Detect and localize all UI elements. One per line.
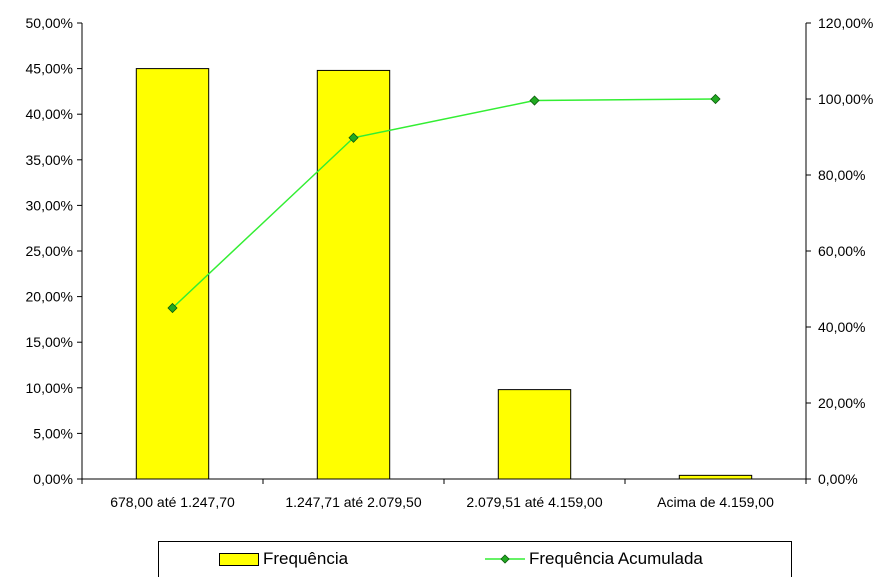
bar-frequencia [497, 389, 572, 480]
point-frequencia-acumulada [710, 93, 721, 105]
x-tick-label: 1.247,71 até 2.079,50 [285, 494, 421, 510]
x-tick-label: 2.079,51 até 4.159,00 [466, 494, 602, 510]
point-frequencia-acumulada [348, 132, 359, 143]
bars-layer [135, 68, 753, 480]
y-left-tick-label: 45,00% [26, 61, 73, 77]
legend-label-frequencia-acumulada: Frequência Acumulada [529, 549, 703, 568]
y-right-tick-label: 120,00% [818, 15, 873, 31]
y-left-tick-label: 25,00% [26, 243, 73, 259]
y-right-tick-label: 60,00% [818, 243, 865, 259]
bar-frequencia [316, 69, 391, 480]
x-tick-label: 678,00 até 1.247,70 [110, 494, 235, 510]
y-right-tick-label: 100,00% [818, 91, 873, 107]
y-left-tick-label: 0,00% [33, 471, 73, 487]
y-left-tick-label: 5,00% [33, 425, 73, 441]
line-layer [167, 93, 721, 314]
y-left-tick-label: 50,00% [26, 15, 73, 31]
y-left-tick-label: 30,00% [26, 197, 73, 213]
y-right-tick-label: 0,00% [818, 471, 858, 487]
bar-frequencia [678, 474, 753, 480]
pareto-chart: 0,00% 5,00% 10,00% 15,00% 20,00% 25,00% 30,00%… [26, 15, 874, 510]
y-left-tick-label: 10,00% [26, 380, 73, 396]
legend-item-frequencia: Frequência [219, 549, 348, 569]
legend-line-swatch [485, 554, 525, 564]
y-left-tick-label: 35,00% [26, 152, 73, 168]
point-frequencia-acumulada [167, 302, 178, 314]
y-right-tick-label: 20,00% [818, 395, 865, 411]
line-frequencia-acumulada [171, 98, 716, 309]
y-left-tick-label: 15,00% [26, 334, 73, 350]
legend-label-frequencia: Frequência [263, 549, 349, 568]
x-tick-label: Acima de 4.159,00 [657, 494, 774, 510]
y-left-tick-label: 40,00% [26, 106, 73, 122]
axes-layer: 0,00% 5,00% 10,00% 15,00% 20,00% 25,00% 30,00%… [26, 15, 874, 510]
point-frequencia-acumulada [529, 95, 540, 106]
legend-item-frequencia-acumulada: Frequência Acumulada [485, 549, 703, 569]
y-right-tick-label: 40,00% [818, 319, 865, 335]
y-left-tick-label: 20,00% [26, 289, 73, 305]
legend-bar-swatch [219, 552, 259, 566]
y-right-tick-label: 80,00% [818, 167, 865, 183]
bar-frequencia [135, 68, 210, 480]
legend: Frequência Frequência Acumulada [158, 541, 792, 577]
